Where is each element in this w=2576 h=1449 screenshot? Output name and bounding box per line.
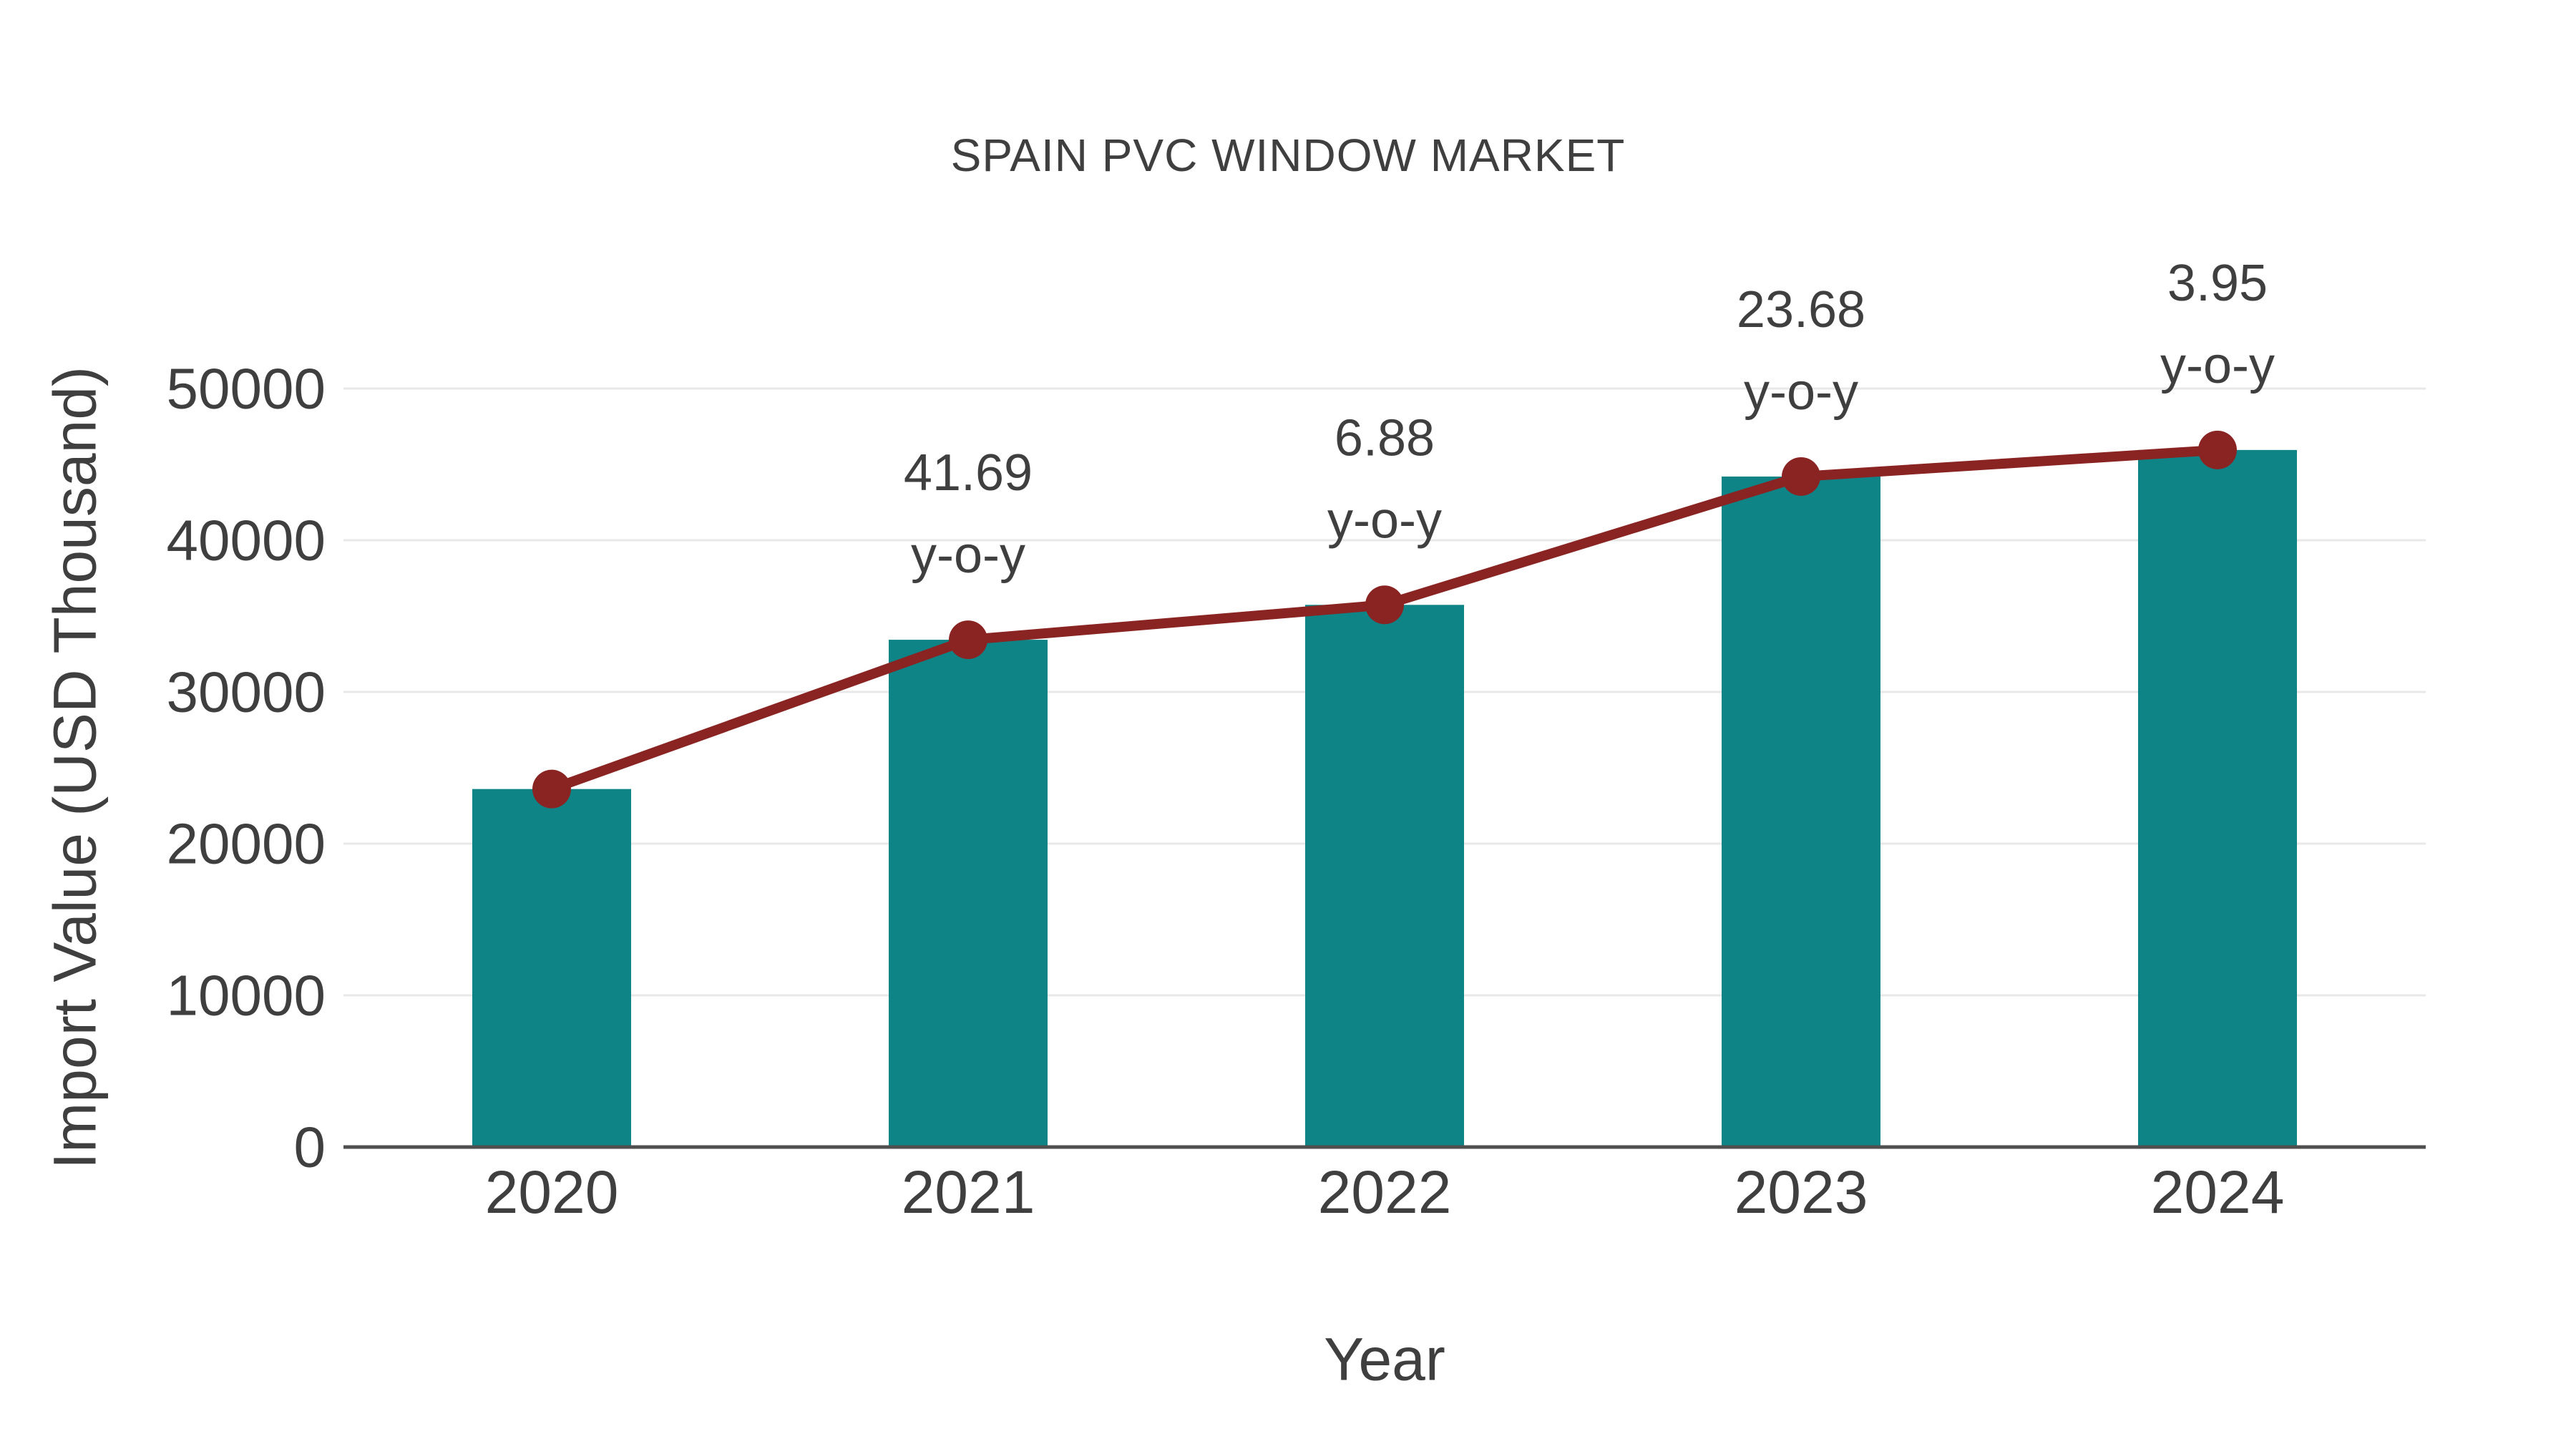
xtick-2024: 2024	[2151, 1158, 2285, 1226]
annotation-2021-label: y-o-y	[911, 527, 1025, 584]
point-2023	[1782, 457, 1820, 496]
bar-2020	[472, 789, 631, 1147]
x-axis-title: Year	[1324, 1325, 1445, 1393]
annotation-2022-value: 6.88	[1335, 409, 1435, 467]
xtick-2021: 2021	[902, 1158, 1035, 1226]
point-2020	[532, 769, 571, 809]
bar-2023	[1722, 476, 1880, 1147]
annotation-2024-value: 3.95	[2167, 255, 2268, 312]
annotation-2021-value: 41.69	[904, 444, 1033, 502]
ytick-40000: 40000	[167, 509, 326, 572]
annotation-2024-label: y-o-y	[2160, 337, 2275, 394]
xtick-2020: 2020	[485, 1158, 619, 1226]
annotation-2023-label: y-o-y	[1744, 364, 1858, 421]
ytick-30000: 30000	[167, 660, 326, 724]
ytick-10000: 10000	[167, 964, 326, 1028]
bar-2022	[1305, 605, 1464, 1147]
point-2024	[2198, 430, 2237, 469]
point-2021	[949, 620, 987, 660]
point-2022	[1365, 585, 1404, 625]
annotation-2022-label: y-o-y	[1327, 492, 1442, 549]
ytick-20000: 20000	[167, 812, 326, 876]
annotation-2023-value: 23.68	[1737, 281, 1865, 338]
ytick-0: 0	[294, 1116, 326, 1179]
ytick-50000: 50000	[167, 357, 326, 421]
xtick-2022: 2022	[1318, 1158, 1452, 1226]
chart-title: SPAIN PVC WINDOW MARKET	[950, 130, 1626, 181]
bar-2024	[2138, 449, 2297, 1147]
bar-2021	[889, 640, 1048, 1147]
xtick-2023: 2023	[1735, 1158, 1868, 1226]
